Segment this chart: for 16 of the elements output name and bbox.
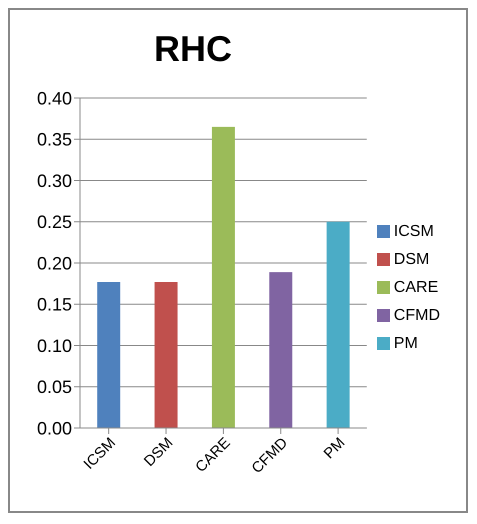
chart-title: RHC xyxy=(153,28,233,71)
legend-label: PM xyxy=(394,335,418,352)
y-tick-label: 0.40 xyxy=(36,88,72,108)
y-tick-label: 0.30 xyxy=(36,170,72,191)
legend-label: CFMD xyxy=(394,307,440,324)
legend-label: CARE xyxy=(394,279,438,296)
y-tick-label: 0.25 xyxy=(36,212,72,232)
x-tick-label: PM xyxy=(320,434,348,462)
legend-label: DSM xyxy=(394,251,430,268)
y-tick-label: 0.05 xyxy=(36,377,72,398)
legend-label: ICSM xyxy=(394,223,434,240)
y-tick-label: 0.00 xyxy=(36,418,72,438)
y-tick-label: 0.10 xyxy=(36,336,72,356)
y-tick-label: 0.35 xyxy=(36,130,72,150)
y-tick-label: 0.15 xyxy=(36,294,72,315)
y-tick-label: 0.20 xyxy=(36,253,72,274)
